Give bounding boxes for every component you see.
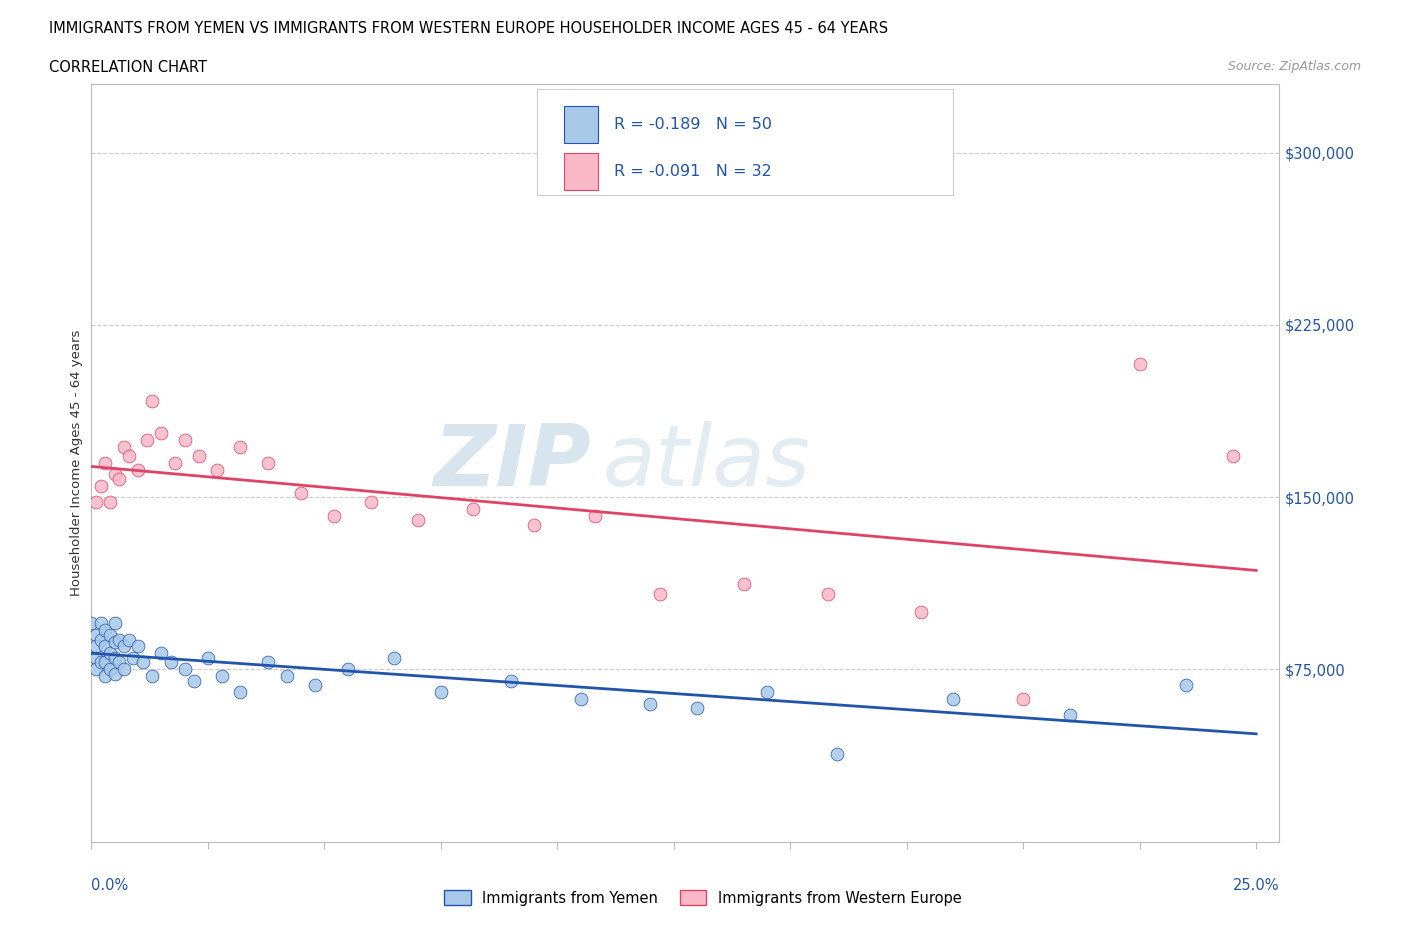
Point: [173, 662, 195, 677]
Point: [94, 639, 117, 654]
Point: [104, 616, 127, 631]
FancyBboxPatch shape: [537, 89, 953, 195]
Point: [942, 692, 965, 707]
Point: [118, 632, 141, 647]
Point: [90, 632, 112, 647]
Point: [1059, 708, 1081, 723]
Point: [686, 701, 709, 716]
Point: [159, 655, 181, 670]
Point: [127, 639, 149, 654]
Point: [98, 662, 121, 677]
Text: Source: ZipAtlas.com: Source: ZipAtlas.com: [1227, 60, 1361, 73]
Point: [127, 462, 149, 477]
Point: [211, 669, 233, 684]
Point: [98, 628, 121, 643]
Point: [98, 645, 121, 660]
Point: [104, 634, 127, 649]
Text: 0.0%: 0.0%: [91, 878, 128, 893]
Point: [336, 662, 359, 677]
Point: [94, 456, 117, 471]
Point: [648, 586, 671, 601]
Text: atlas: atlas: [602, 421, 810, 504]
Point: [165, 456, 187, 471]
Point: [94, 669, 117, 684]
Point: [84, 639, 107, 654]
Point: [257, 456, 280, 471]
Point: [360, 494, 382, 509]
Point: [569, 692, 592, 707]
Point: [84, 494, 107, 509]
Point: [304, 678, 326, 693]
Point: [150, 425, 173, 440]
Point: [430, 684, 453, 699]
Text: ZIP: ZIP: [433, 421, 591, 504]
Point: [183, 673, 205, 688]
Point: [84, 628, 107, 643]
Point: [463, 501, 485, 516]
Point: [276, 669, 298, 684]
Point: [108, 655, 131, 670]
Point: [406, 512, 429, 527]
Point: [104, 650, 127, 665]
Point: [197, 650, 219, 665]
Point: [136, 432, 159, 447]
Legend: Immigrants from Yemen, Immigrants from Western Europe: Immigrants from Yemen, Immigrants from W…: [439, 884, 967, 911]
Point: [108, 632, 131, 647]
Point: [257, 655, 280, 670]
Point: [94, 655, 117, 670]
Text: 25.0%: 25.0%: [1233, 878, 1279, 893]
Point: [80, 616, 103, 631]
Point: [94, 623, 117, 638]
Text: IMMIGRANTS FROM YEMEN VS IMMIGRANTS FROM WESTERN EUROPE HOUSEHOLDER INCOME AGES : IMMIGRANTS FROM YEMEN VS IMMIGRANTS FROM…: [49, 21, 889, 36]
Point: [910, 604, 932, 619]
Y-axis label: Householder Income Ages 45 - 64 years: Householder Income Ages 45 - 64 years: [70, 329, 83, 596]
Point: [1175, 678, 1198, 693]
Point: [187, 448, 209, 463]
Point: [141, 393, 163, 408]
Point: [1222, 448, 1244, 463]
Text: CORRELATION CHART: CORRELATION CHART: [49, 60, 207, 75]
Point: [104, 467, 127, 482]
Point: [499, 673, 522, 688]
FancyBboxPatch shape: [564, 106, 598, 143]
Point: [90, 616, 112, 631]
Point: [382, 650, 405, 665]
Point: [173, 432, 195, 447]
Point: [98, 494, 121, 509]
Text: R = -0.189   N = 50: R = -0.189 N = 50: [614, 117, 772, 132]
Point: [205, 462, 228, 477]
Point: [122, 650, 145, 665]
Point: [640, 697, 662, 711]
Point: [733, 577, 755, 591]
Point: [118, 448, 141, 463]
FancyBboxPatch shape: [564, 153, 598, 190]
Point: [755, 684, 778, 699]
Point: [825, 747, 848, 762]
Point: [108, 472, 131, 486]
Point: [1012, 692, 1035, 707]
Point: [583, 508, 606, 523]
Point: [104, 667, 127, 682]
Point: [523, 517, 546, 532]
Point: [141, 669, 163, 684]
Point: [229, 439, 252, 454]
Point: [84, 650, 107, 665]
Point: [817, 586, 839, 601]
Point: [322, 508, 344, 523]
Point: [90, 478, 112, 493]
Point: [112, 639, 135, 654]
Point: [90, 655, 112, 670]
Point: [131, 655, 153, 670]
Point: [290, 485, 312, 500]
Point: [112, 439, 135, 454]
Point: [229, 684, 252, 699]
Text: R = -0.091   N = 32: R = -0.091 N = 32: [614, 164, 772, 179]
Point: [112, 662, 135, 677]
Point: [1129, 356, 1152, 371]
Point: [150, 645, 173, 660]
Point: [84, 662, 107, 677]
